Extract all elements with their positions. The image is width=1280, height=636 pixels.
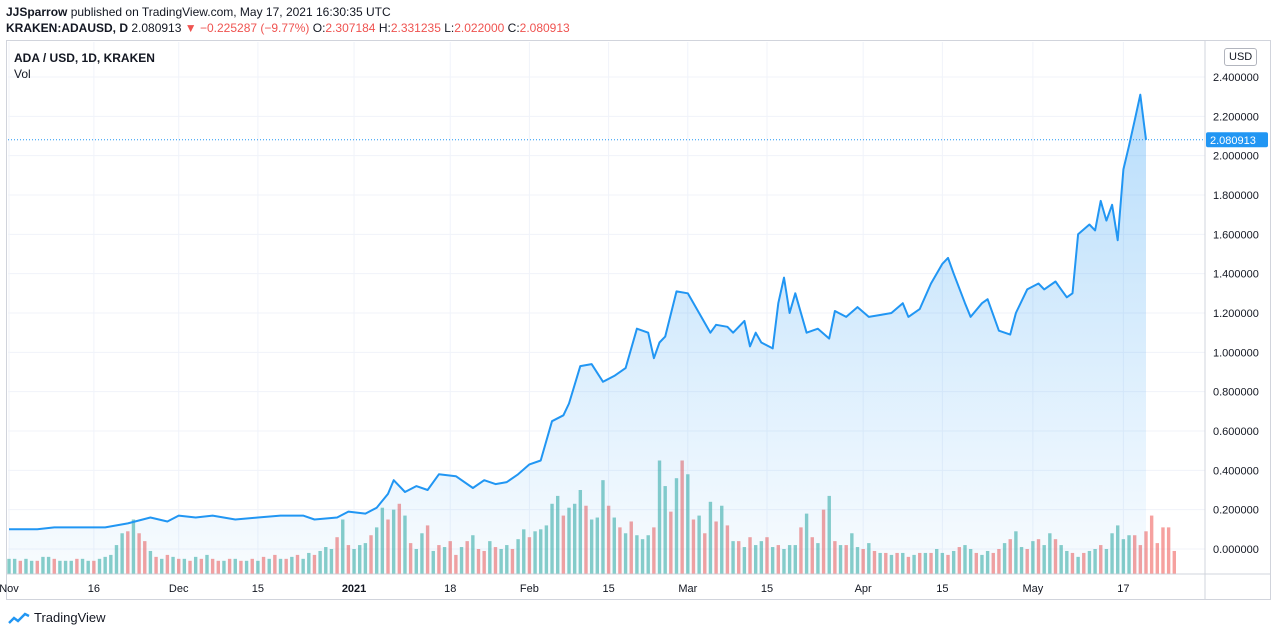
time-tick-label: 15: [602, 583, 614, 595]
time-tick-label: 17: [1117, 583, 1129, 595]
price-tick-label: 0.800000: [1213, 387, 1259, 399]
brand-name: TradingView: [34, 610, 106, 625]
price-tick-label: 2.200000: [1213, 111, 1259, 123]
volume-bar: [1166, 527, 1171, 574]
publish-info: JJSparrow published on TradingView.com, …: [6, 5, 391, 19]
price-tick-label: 2.000000: [1213, 151, 1259, 163]
last-price-marker: 2.080913: [8, 132, 1268, 148]
legend-volume: Vol: [14, 67, 31, 81]
last-price: 2.080913: [131, 21, 182, 35]
low-label: L:: [444, 21, 455, 35]
price-tick-label: 0.600000: [1213, 426, 1259, 438]
open-label: O:: [312, 21, 326, 35]
time-tick-label: Feb: [520, 583, 539, 595]
price-axis: 2.400000 2.200000 2.000000 1.800000 1.600000…: [1213, 72, 1259, 556]
time-tick-label: Apr: [855, 583, 872, 595]
price-tick-label: 2.400000: [1213, 72, 1259, 84]
close-label: C:: [507, 21, 520, 35]
chart-frame[interactable]: [6, 40, 1271, 600]
publish-text: published on TradingView.com, May 17, 20…: [70, 5, 391, 19]
author-name: JJSparrow: [6, 5, 68, 19]
open-value: 2.307184: [325, 21, 376, 35]
volume-bar: [1155, 543, 1160, 574]
price-area: [9, 93, 1147, 574]
time-tick-label: May: [1022, 583, 1043, 595]
time-axis: Nov 16 Dec 15 2021 18 Feb 15 Mar 15 Apr 15 May 17: [0, 583, 1129, 595]
volume-bar: [1172, 550, 1176, 574]
legend-title: ADA / USD, 1D, KRAKEN: [14, 51, 155, 65]
time-tick-label: 2021: [342, 583, 366, 595]
price-tick-label: 1.000000: [1213, 347, 1259, 359]
time-tick-label: 15: [936, 583, 948, 595]
time-tick-label: 15: [761, 583, 773, 595]
price-tick-label: 1.800000: [1213, 190, 1259, 202]
down-arrow-icon: ▼: [184, 21, 197, 35]
time-tick-label: Mar: [678, 583, 697, 595]
price-area-fill: [9, 94, 1146, 574]
tradingview-logo-icon: [8, 612, 30, 624]
price-tick-label: 0.000000: [1213, 544, 1259, 556]
price-tick-label: 0.400000: [1213, 465, 1259, 477]
price-change: −0.225287 (−9.77%): [199, 21, 310, 35]
time-tick-label: 16: [88, 583, 100, 595]
last-price-tag: [1206, 132, 1268, 148]
volume-bar: [1161, 527, 1165, 574]
price-tick-label: 1.400000: [1213, 269, 1259, 281]
currency-button[interactable]: USD: [1224, 48, 1258, 66]
footer-brand: TradingView: [8, 610, 106, 625]
last-price-tag-text: 2.080913: [1210, 135, 1256, 147]
high-value: 2.331235: [390, 21, 441, 35]
price-tick-label: 1.200000: [1213, 308, 1259, 320]
close-value: 2.080913: [519, 21, 570, 35]
ohlc-header: KRAKEN:ADAUSD, D 2.080913 ▼ −0.225287 (−…: [6, 21, 570, 35]
time-tick-label: Nov: [0, 583, 19, 595]
price-line: [9, 93, 1147, 531]
low-value: 2.022000: [454, 21, 505, 35]
time-tick-label: 15: [252, 583, 264, 595]
time-tick-label: 18: [444, 583, 456, 595]
time-tick-label: Dec: [169, 583, 189, 595]
high-label: H:: [378, 21, 391, 35]
price-tick-label: 1.600000: [1213, 229, 1259, 241]
price-tick-label: 0.200000: [1213, 505, 1259, 517]
volume-bar: [1149, 515, 1154, 574]
symbol-label: KRAKEN:ADAUSD, D: [6, 21, 128, 35]
